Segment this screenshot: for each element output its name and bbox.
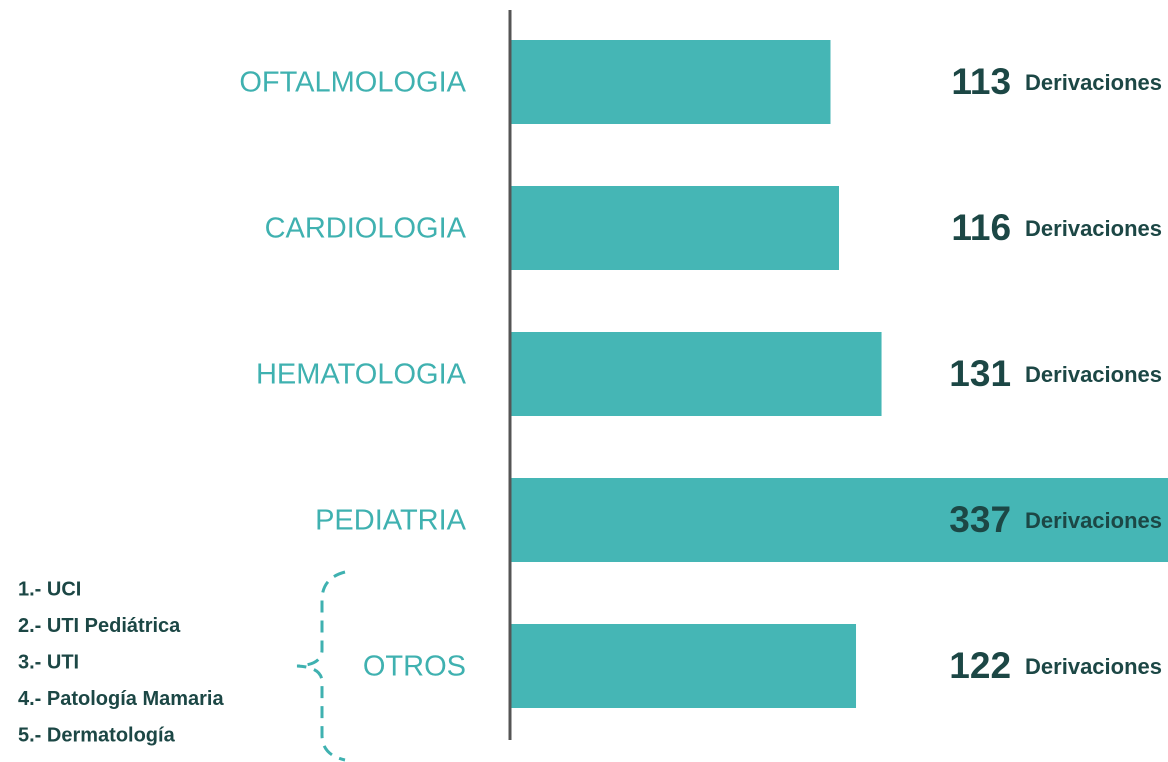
note: 4.- Patología Mamaria <box>18 688 224 710</box>
bar <box>510 332 882 416</box>
bar <box>510 186 839 270</box>
category-label: OFTALMOLOGIA <box>239 67 466 99</box>
value-number: 122 <box>949 645 1011 686</box>
value-label: 116 Derivaciones <box>951 207 1162 248</box>
bar <box>510 624 857 708</box>
value-unit: Derivaciones <box>1025 70 1162 95</box>
value-unit: Derivaciones <box>1025 508 1162 533</box>
category-label: PEDIATRIA <box>315 505 467 537</box>
note: 3.- UTI <box>18 651 79 673</box>
note: 2.- UTI Pediátrica <box>18 615 181 637</box>
bars <box>510 40 1168 708</box>
value-number: 113 <box>951 61 1011 102</box>
note: 1.- UCI <box>18 578 81 600</box>
bar <box>510 40 831 124</box>
value-label: 337 Derivaciones <box>949 499 1162 540</box>
bar <box>510 478 1168 562</box>
value-label: 131 Derivaciones <box>949 353 1162 394</box>
value-number: 116 <box>951 207 1011 248</box>
note: 5.- Dermatología <box>18 724 176 746</box>
value-label: 113 Derivaciones <box>951 61 1162 102</box>
value-unit: Derivaciones <box>1025 654 1162 679</box>
category-label: OTROS <box>363 651 466 683</box>
value-number: 131 <box>949 353 1011 394</box>
category-label: CARDIOLOGIA <box>265 213 467 245</box>
value-unit: Derivaciones <box>1025 362 1162 387</box>
value-label: 122 Derivaciones <box>949 645 1162 686</box>
value-unit: Derivaciones <box>1025 216 1162 241</box>
category-label: HEMATOLOGIA <box>256 359 467 391</box>
value-number: 337 <box>949 499 1011 540</box>
brace <box>296 570 346 762</box>
